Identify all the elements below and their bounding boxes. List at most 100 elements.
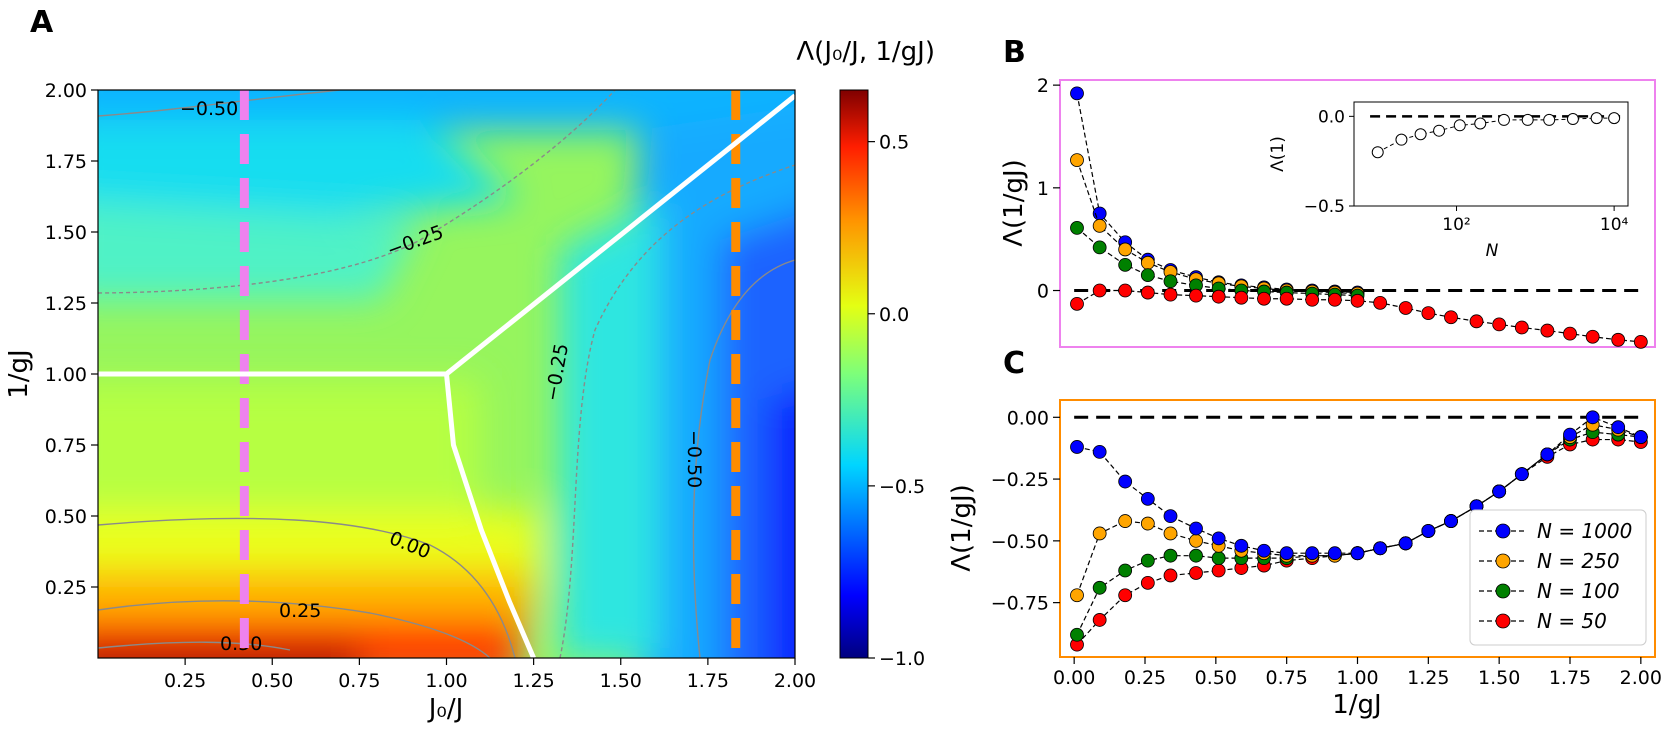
- data-point: [1398, 536, 1413, 551]
- data-point: [1118, 242, 1133, 257]
- x-tick-label: 0.25: [164, 670, 206, 692]
- data-point: [1444, 310, 1458, 325]
- legend-marker: [1495, 583, 1511, 599]
- data-point: [1211, 531, 1226, 546]
- data-point: [1211, 289, 1226, 304]
- data-point: [1189, 548, 1203, 563]
- data-point: [1118, 514, 1133, 528]
- data-point: [1611, 332, 1626, 347]
- x-tick-label: 1.75: [687, 670, 729, 692]
- data-point: [1492, 317, 1507, 332]
- legend-label: N = 250: [1537, 549, 1620, 573]
- data-point: [1257, 291, 1271, 306]
- y-axis-label-a: 1/gJ: [4, 349, 34, 398]
- legend-item: N = 50: [1479, 609, 1607, 633]
- data-point: [1585, 329, 1600, 344]
- x-tick-label: 0.75: [1266, 667, 1308, 689]
- data-point: [1234, 290, 1249, 305]
- data-point: [1118, 257, 1133, 272]
- x-tick-label: 1.50: [1478, 667, 1520, 689]
- y-tick-label: 0.50: [45, 506, 87, 528]
- axis-ticks-c: 0.00 0.25 0.50 0.75 1.00 1.25 1.50 1.75 2.00 0.00…: [991, 407, 1661, 689]
- data-point: [1163, 568, 1178, 583]
- data-point: [1279, 546, 1294, 561]
- data-point: [1163, 548, 1178, 563]
- data-point: [1092, 526, 1107, 541]
- axis-ticks-a: 0.25 0.50 0.75 1.00 1.25 1.50 1.75 2.00 0.25 0.50…: [45, 80, 816, 692]
- inset-points: [1371, 112, 1621, 159]
- inset-x-tick-label: 10⁴: [1600, 215, 1629, 235]
- legend-label: N = 1000: [1537, 519, 1632, 543]
- inset-data-point: [1395, 133, 1408, 146]
- legend-items: N = 1000 N = 250 N = 100 N = 50: [1479, 519, 1632, 633]
- plot-c: 0.00 0.25 0.50 0.75 1.00 1.25 1.50 1.75 2.00 0.00…: [947, 399, 1661, 720]
- data-point: [1092, 283, 1107, 298]
- data-point: [1421, 524, 1436, 538]
- data-point: [1514, 467, 1529, 482]
- data-point: [1257, 543, 1271, 558]
- data-point: [1140, 255, 1155, 270]
- data-point: [1611, 420, 1626, 435]
- legend: N = 1000 N = 250 N = 100 N = 50: [1469, 509, 1647, 646]
- data-point: [1633, 430, 1648, 444]
- x-tick-label: 1.00: [425, 670, 467, 692]
- data-point: [1350, 546, 1365, 561]
- y-tick-label: 2.00: [45, 80, 87, 102]
- colorbar-ticks: 0.5 0.0 −0.5 −1.0: [868, 132, 925, 670]
- contour-labels: −0.50 −0.25 −0.25 0.00 0.25 0.50 −0.50: [180, 98, 705, 655]
- data-point: [1118, 588, 1133, 603]
- data-point: [1211, 563, 1226, 578]
- data-point: [1563, 326, 1577, 341]
- data-point: [1118, 474, 1133, 489]
- inset-data-point: [1521, 113, 1534, 126]
- x-tick-label: 0.75: [338, 670, 380, 692]
- data-point: [1398, 301, 1413, 315]
- colorbar-gradient: [839, 89, 869, 659]
- legend-marker: [1495, 613, 1511, 629]
- contour-line: [98, 641, 291, 651]
- data-point: [1189, 521, 1203, 536]
- data-point: [1563, 427, 1577, 442]
- x-tick-label: 2.00: [1620, 667, 1661, 689]
- panel-letter-b: B: [1003, 35, 1026, 70]
- axis-ticks-b: 0 1 2: [1037, 75, 1060, 303]
- data-point: [1070, 588, 1084, 603]
- data-point: [1140, 575, 1155, 590]
- y-tick-label: 2: [1037, 75, 1049, 97]
- data-point: [1070, 86, 1084, 101]
- y-tick-label: 0.00: [1007, 407, 1049, 429]
- data-point: [1421, 306, 1436, 321]
- inset-data-point: [1371, 146, 1384, 159]
- heatmap-blobs: [98, 90, 795, 658]
- data-point: [1163, 287, 1178, 302]
- contour-line: [692, 259, 795, 658]
- x-tick-label: 0.00: [1053, 667, 1095, 689]
- phase-boundary-line: [444, 373, 536, 658]
- data-point: [1118, 563, 1133, 578]
- series-n-50: [1070, 283, 1648, 349]
- data-point: [1092, 444, 1107, 459]
- contour-line: [98, 90, 616, 294]
- x-tick-label: 0.50: [1195, 667, 1237, 689]
- y-tick-label: 1.75: [45, 151, 87, 173]
- x-tick-label: 1.00: [1336, 667, 1378, 689]
- colorbar-tick-label: 0.0: [879, 304, 909, 326]
- data-point: [1514, 320, 1529, 335]
- y-tick-label: −0.75: [991, 593, 1049, 615]
- data-point: [1163, 526, 1178, 541]
- data-point: [1140, 553, 1155, 568]
- contour-label: −0.50: [180, 98, 238, 120]
- x-axis-label-c: 1/gJ: [1332, 690, 1381, 720]
- inset-data-point: [1453, 119, 1466, 132]
- data-point: [1469, 314, 1484, 329]
- x-axis-label-a: J₀/J: [427, 694, 464, 724]
- x-tick-label: 1.75: [1549, 667, 1591, 689]
- inset-data-point: [1414, 128, 1427, 141]
- data-point: [1373, 541, 1388, 556]
- x-tick-label: 1.50: [600, 670, 642, 692]
- legend-marker: [1495, 523, 1511, 539]
- inset-data-point: [1474, 117, 1487, 130]
- inset-y-label: Λ(1): [1268, 136, 1288, 172]
- data-point: [1092, 613, 1107, 627]
